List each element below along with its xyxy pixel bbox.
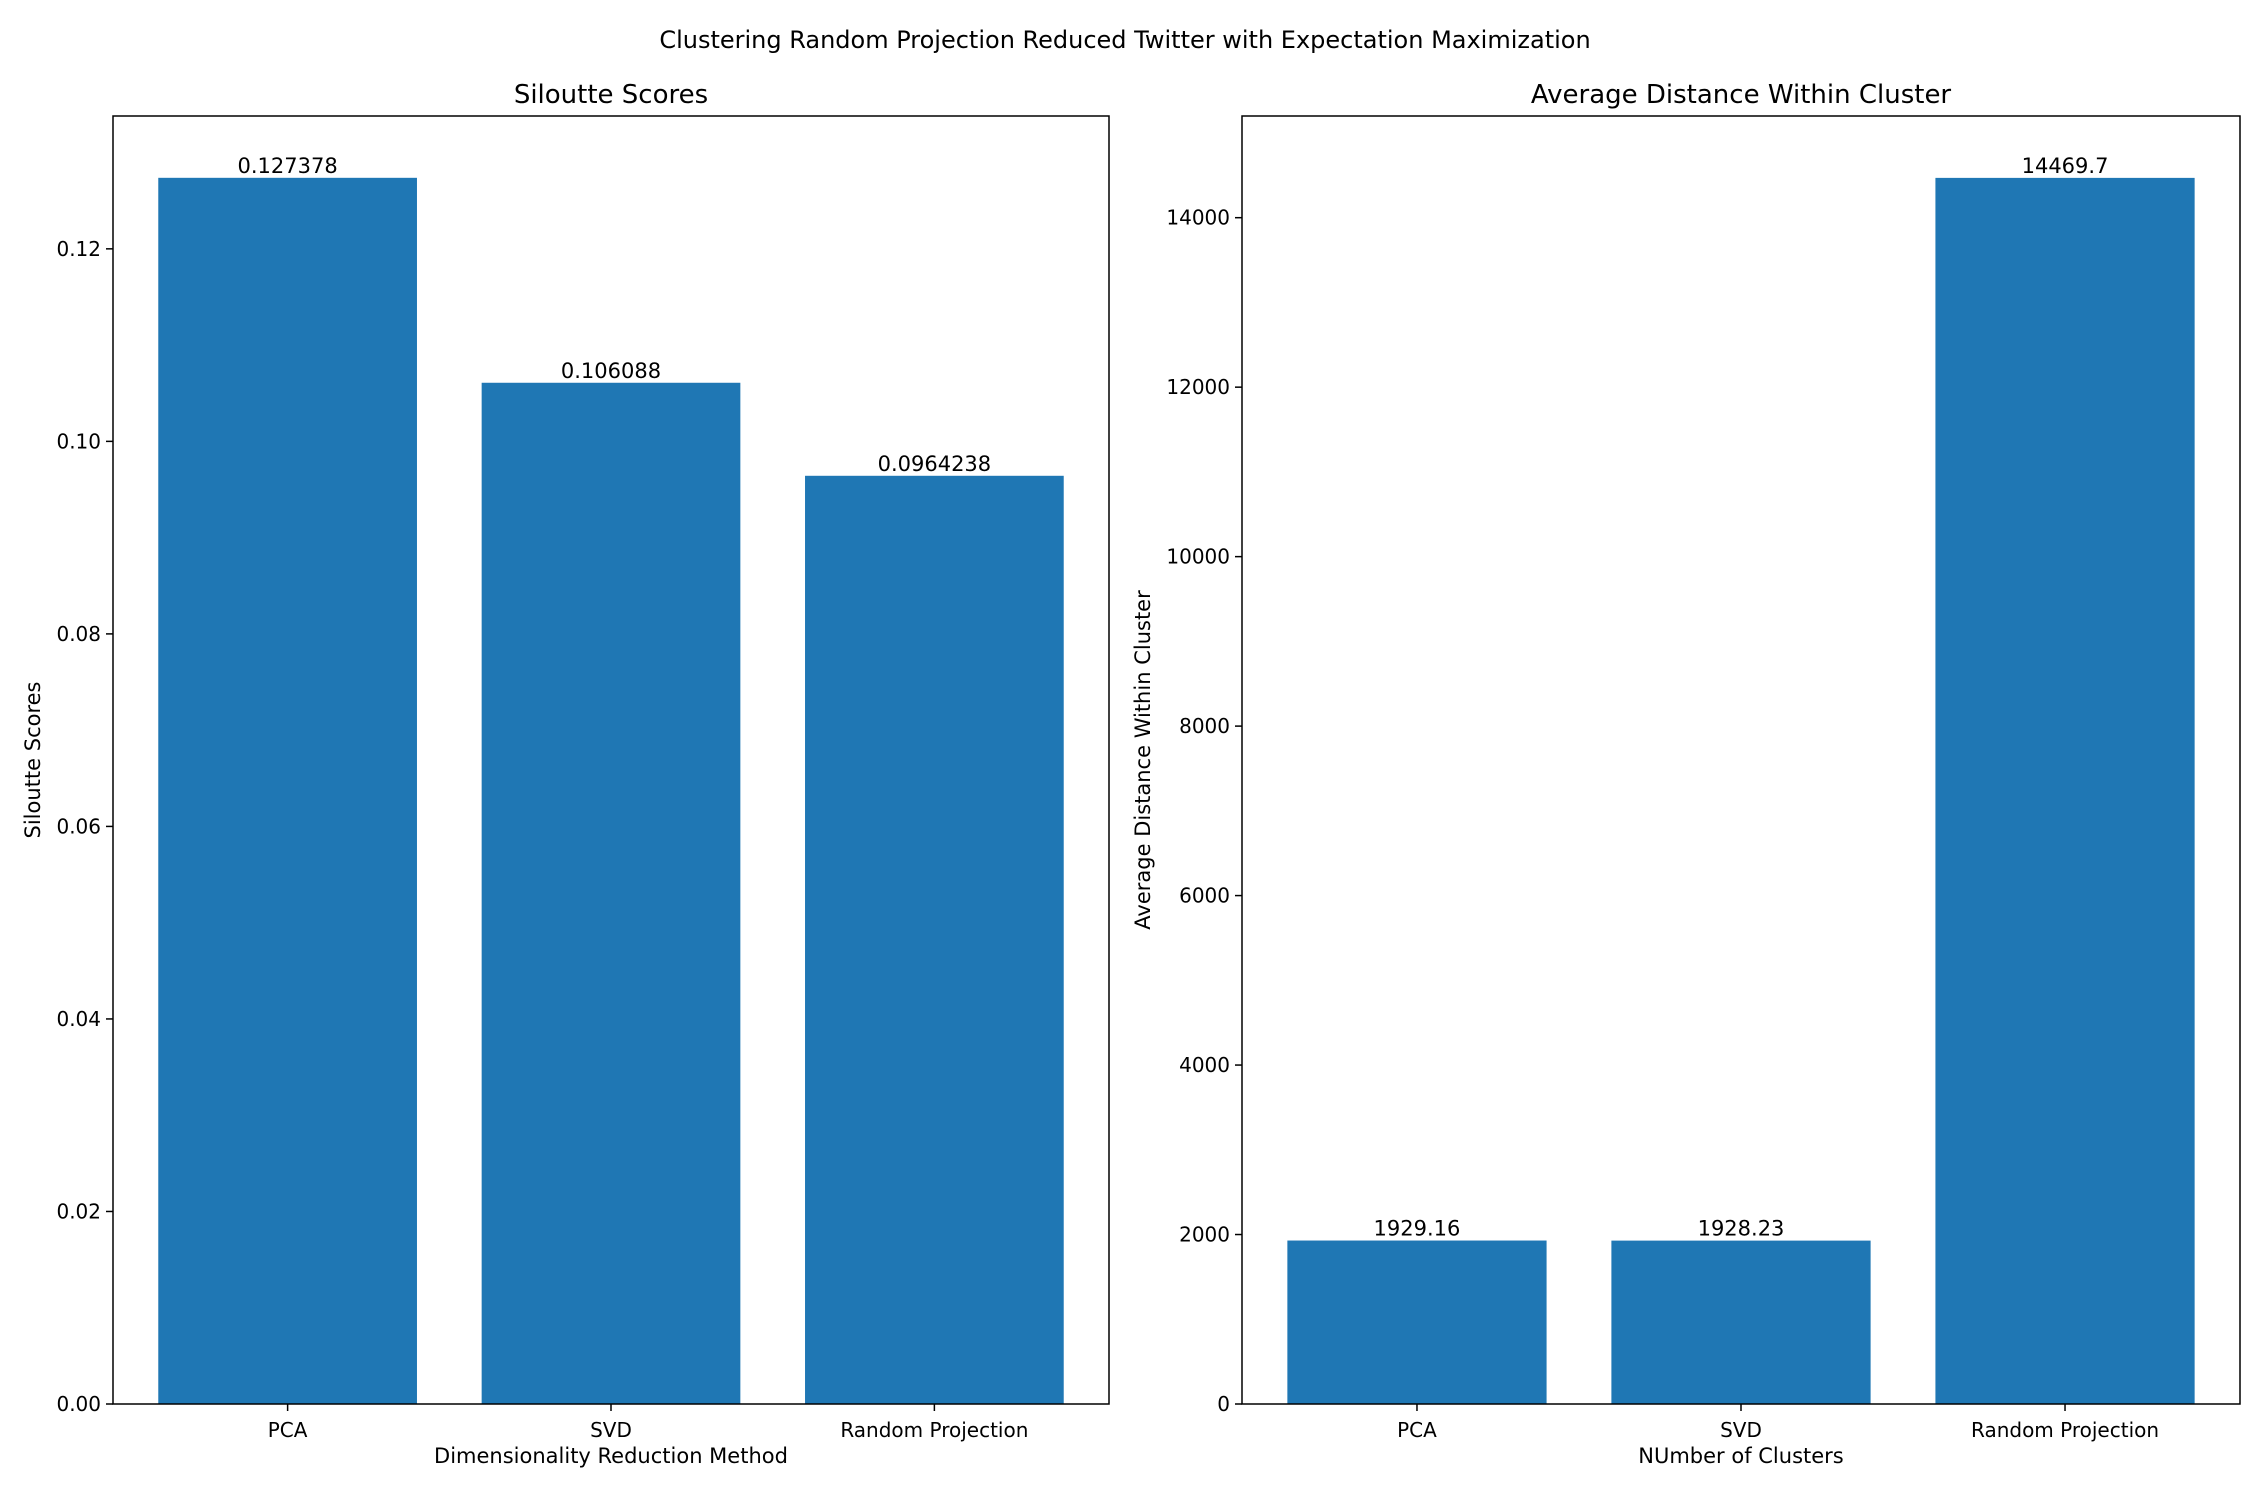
value-label-group: 1929.16 1928.23 14469.7 bbox=[1374, 154, 2109, 1241]
x-axis-label: NUmber of Clusters bbox=[1638, 1444, 1844, 1468]
bar-value-label: 14469.7 bbox=[2022, 154, 2109, 178]
bar-value-label: 1928.23 bbox=[1698, 1217, 1785, 1241]
x-axis-ticks: PCA SVD Random Projection bbox=[1397, 1404, 2159, 1442]
x-tick-label: PCA bbox=[1397, 1418, 1437, 1442]
y-tick-label: 0 bbox=[1217, 1392, 1230, 1416]
x-tick-label: SVD bbox=[1720, 1418, 1762, 1442]
chart-title: Siloutte Scores bbox=[514, 80, 708, 110]
bar-random-projection bbox=[1935, 177, 2195, 1405]
y-tick-label: 2000 bbox=[1179, 1223, 1230, 1247]
y-tick-label: 4000 bbox=[1179, 1053, 1230, 1077]
x-tick-label: PCA bbox=[268, 1418, 308, 1442]
y-axis-ticks: 0 2000 4000 6000 8000 10000 12000 14000 bbox=[1166, 206, 1242, 1416]
bar-value-label: 0.0964238 bbox=[878, 452, 992, 476]
bar-group bbox=[1287, 177, 2195, 1405]
x-axis-label: Dimensionality Reduction Method bbox=[434, 1444, 788, 1468]
siloutte-scores-chart: Siloutte Scores 0.127378 0.106088 0.096423… bbox=[21, 80, 1110, 1468]
y-tick-label: 0.08 bbox=[56, 622, 101, 646]
bar-group bbox=[158, 177, 1064, 1404]
bar-svd bbox=[1611, 1240, 1871, 1404]
y-tick-label: 0.06 bbox=[56, 814, 101, 838]
y-tick-label: 10000 bbox=[1166, 545, 1230, 569]
y-tick-label: 12000 bbox=[1166, 375, 1230, 399]
x-axis-ticks: PCA SVD Random Projection bbox=[268, 1404, 1028, 1442]
y-tick-label: 0.10 bbox=[56, 429, 101, 453]
figure-suptitle: Clustering Random Projection Reduced Twi… bbox=[659, 26, 1590, 54]
y-axis-ticks: 0.00 0.02 0.04 0.06 0.08 0.10 0.12 bbox=[56, 237, 113, 1416]
bar-pca bbox=[158, 177, 417, 1404]
x-tick-label: Random Projection bbox=[840, 1418, 1028, 1442]
value-label-group: 0.127378 0.106088 0.0964238 bbox=[238, 154, 992, 476]
x-tick-label: SVD bbox=[590, 1418, 632, 1442]
y-tick-label: 6000 bbox=[1179, 884, 1230, 908]
bar-value-label: 1929.16 bbox=[1374, 1217, 1461, 1241]
bar-pca bbox=[1287, 1240, 1547, 1404]
bar-random-projection bbox=[805, 475, 1064, 1404]
y-tick-label: 0.02 bbox=[56, 1199, 101, 1223]
y-tick-label: 0.00 bbox=[56, 1392, 101, 1416]
y-tick-label: 0.04 bbox=[56, 1007, 101, 1031]
bar-value-label: 0.106088 bbox=[561, 359, 661, 383]
y-tick-label: 14000 bbox=[1166, 206, 1230, 230]
y-axis-label: Average Distance Within Cluster bbox=[1131, 590, 1155, 930]
y-axis-label: Siloutte Scores bbox=[21, 682, 45, 839]
y-tick-label: 0.12 bbox=[56, 237, 101, 261]
chart-title: Average Distance Within Cluster bbox=[1531, 80, 1952, 110]
y-tick-label: 8000 bbox=[1179, 714, 1230, 738]
average-distance-chart: Average Distance Within Cluster 1929.16 1… bbox=[1131, 80, 2241, 1468]
x-tick-label: Random Projection bbox=[1971, 1418, 2159, 1442]
bar-svd bbox=[481, 382, 741, 1404]
bar-value-label: 0.127378 bbox=[238, 154, 338, 178]
